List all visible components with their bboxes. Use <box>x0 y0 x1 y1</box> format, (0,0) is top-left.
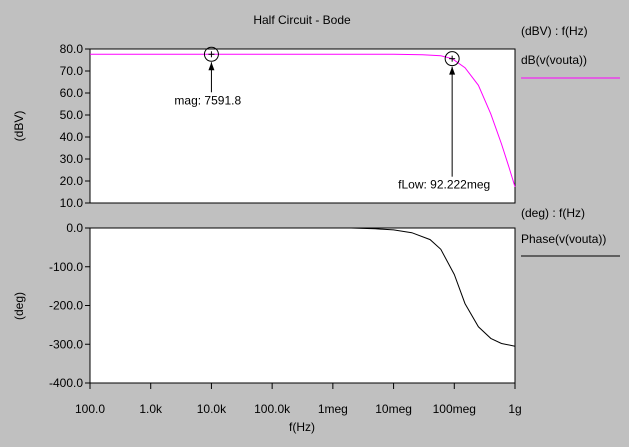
magnitude-legend-header: (dBV) : f(Hz) <box>521 24 588 38</box>
annotation-marker <box>203 46 219 62</box>
phase-legend-label: Phase(v(vouta)) <box>521 232 606 246</box>
magnitude-plot-area <box>89 48 516 204</box>
x-tick-label: 1meg <box>318 402 348 416</box>
phase-y-tick-label: 0.0 <box>66 221 83 235</box>
magnitude-legend-label: dB(v(vouta)) <box>521 53 587 67</box>
phase-y-axis: 0.0 -100.0 -200.0 -300.0 -400.0 <box>49 221 90 390</box>
x-tick-label: 10.0k <box>197 402 227 416</box>
magnitude-y-tick-label: 30.0 <box>60 152 84 166</box>
magnitude-y-tick-label: 70.0 <box>60 64 84 78</box>
x-tick-label: 100.0k <box>254 402 291 416</box>
magnitude-series <box>90 53 516 188</box>
annotation-arrowhead <box>449 66 456 75</box>
magnitude-y-tick-label: 60.0 <box>60 86 84 100</box>
phase-plot-area <box>89 227 516 384</box>
magnitude-y-tick-label: 10.0 <box>60 196 84 210</box>
annotation-label: mag: 7591.8 <box>174 93 241 107</box>
magnitude-y-tick-label: 80.0 <box>60 42 84 56</box>
phase-y-tick-label: -400.0 <box>49 376 83 390</box>
phase-y-tick-label: -300.0 <box>49 337 83 351</box>
phase-y-tick-label: -200.0 <box>49 299 83 313</box>
annotation-arrowhead <box>208 62 215 71</box>
magnitude-y-tick-label: 40.0 <box>60 130 84 144</box>
x-tick-label: 10meg <box>375 402 412 416</box>
phase-y-tick-label: -100.0 <box>49 260 83 274</box>
frequency-x-axis: 100.0 1.0k 10.0k 100.0k 1meg 10meg 100meg 1g <box>75 383 522 416</box>
magnitude-annotations: mag: 7591.8 fLow: 92.222meg <box>174 46 490 192</box>
magnitude-series-line <box>90 53 516 188</box>
x-axis-label: f(Hz) <box>289 420 315 434</box>
chart-title: Half Circuit - Bode <box>253 13 351 27</box>
phase-series-line <box>351 227 516 347</box>
x-tick-label: 1.0k <box>139 402 163 416</box>
magnitude-y-tick-label: 20.0 <box>60 174 84 188</box>
phase-legend-header: (deg) : f(Hz) <box>521 206 585 220</box>
annotation-label: fLow: 92.222meg <box>398 178 490 192</box>
annotation-marker <box>444 51 460 67</box>
x-tick-label: 100.0 <box>75 402 105 416</box>
magnitude-y-label: (dBV) <box>12 111 26 142</box>
magnitude-y-axis: 80.0 70.0 60.0 50.0 40.0 30.0 20.0 10.0 <box>60 42 90 210</box>
x-tick-label: 100meg <box>433 402 476 416</box>
phase-y-label: (deg) <box>12 292 26 320</box>
phase-series <box>351 227 516 347</box>
x-tick-label: 1g <box>508 402 521 416</box>
magnitude-y-tick-label: 50.0 <box>60 108 84 122</box>
